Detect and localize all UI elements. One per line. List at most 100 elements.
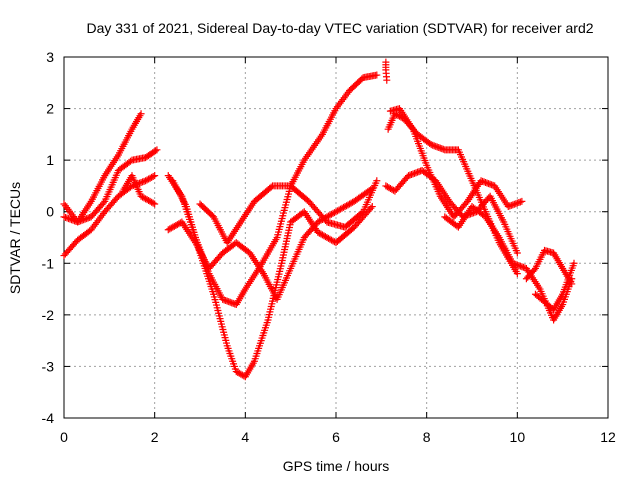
chart-title: Day 331 of 2021, Sidereal Day-to-day VTE…	[86, 20, 593, 36]
data-point	[137, 192, 145, 200]
data-point	[232, 368, 240, 376]
data-point	[151, 172, 159, 180]
data-point	[386, 185, 394, 193]
data-point	[145, 175, 153, 183]
x-tick-label: 12	[600, 429, 616, 445]
x-tick-label: 10	[510, 429, 526, 445]
data-point	[317, 230, 325, 238]
data-point	[518, 197, 526, 205]
data-point	[426, 140, 434, 148]
data-point	[341, 203, 349, 211]
data-point	[385, 184, 393, 192]
data-point	[570, 259, 578, 267]
data-point	[139, 193, 147, 201]
data-point	[383, 76, 391, 84]
data-point	[149, 172, 157, 180]
y-tick-label: -4	[42, 410, 55, 426]
y-tick-label: 2	[46, 101, 54, 117]
data-point	[315, 229, 323, 237]
data-point	[234, 368, 242, 376]
data-point	[373, 177, 381, 185]
data-point	[347, 199, 355, 207]
data-point	[340, 203, 348, 211]
x-tick-label: 2	[151, 429, 159, 445]
y-tick-label: -1	[42, 255, 55, 271]
data-point	[324, 212, 332, 220]
data-point	[323, 234, 331, 241]
data-point	[321, 233, 329, 241]
data-point	[146, 197, 154, 205]
data-point	[315, 217, 323, 225]
data-point	[358, 209, 366, 217]
y-tick-label: -2	[42, 307, 55, 323]
x-axis-label: GPS time / hours	[283, 458, 390, 474]
data-point	[149, 199, 157, 207]
data-point	[327, 210, 335, 218]
data-point	[395, 112, 403, 120]
data-point	[143, 176, 151, 184]
data-point	[368, 203, 376, 211]
data-point	[142, 195, 150, 203]
data-point	[324, 234, 332, 242]
data-point	[143, 196, 151, 204]
data-point	[513, 270, 521, 278]
data-point	[237, 370, 245, 378]
data-point	[391, 110, 399, 118]
x-tick-label: 0	[60, 429, 68, 445]
y-tick-label: 0	[46, 204, 54, 220]
data-point	[267, 183, 275, 191]
data-point	[164, 226, 172, 234]
data-point	[338, 204, 346, 212]
y-tick-label: -3	[42, 358, 55, 374]
data-point	[337, 205, 345, 213]
data-point	[170, 222, 178, 230]
data-point	[335, 206, 343, 214]
data-point	[142, 177, 150, 185]
data-point	[126, 157, 134, 165]
x-tick-label: 8	[423, 429, 431, 445]
y-tick-label: 1	[46, 152, 54, 168]
data-point	[326, 235, 334, 243]
y-axis-label: SDTVAR / TECUs	[7, 182, 23, 294]
data-series	[119, 172, 159, 208]
data-point	[326, 211, 334, 219]
x-tick-label: 4	[241, 429, 249, 445]
data-point	[152, 147, 160, 155]
data-point	[140, 194, 148, 202]
data-point	[167, 224, 175, 232]
data-point	[383, 183, 391, 191]
data-point	[153, 146, 161, 154]
data-point	[382, 182, 390, 190]
data-point	[334, 207, 342, 215]
data-series	[164, 185, 376, 303]
data-point	[148, 173, 156, 181]
data-point	[314, 218, 322, 226]
data-point	[344, 201, 352, 209]
data-point	[320, 232, 328, 240]
data-point	[343, 202, 351, 210]
data-point	[173, 221, 181, 229]
data-point	[169, 223, 177, 231]
data-point	[332, 208, 340, 216]
data-point	[530, 266, 538, 274]
data-series	[531, 259, 578, 314]
data-series	[164, 71, 381, 309]
data-series	[60, 110, 145, 226]
data-point	[373, 71, 381, 79]
data-point	[346, 200, 354, 208]
data-point	[392, 111, 400, 119]
data-point	[151, 200, 159, 208]
y-tick-label: 3	[46, 49, 54, 65]
data-point	[513, 249, 521, 257]
data-point	[318, 231, 326, 239]
data-point	[314, 228, 322, 236]
data-point	[146, 174, 154, 182]
data-point	[166, 225, 174, 233]
data-point	[330, 209, 338, 217]
data-point	[329, 209, 337, 217]
data-series	[60, 146, 161, 226]
data-point	[568, 280, 576, 288]
data-point	[397, 113, 405, 121]
data-point	[148, 198, 156, 206]
